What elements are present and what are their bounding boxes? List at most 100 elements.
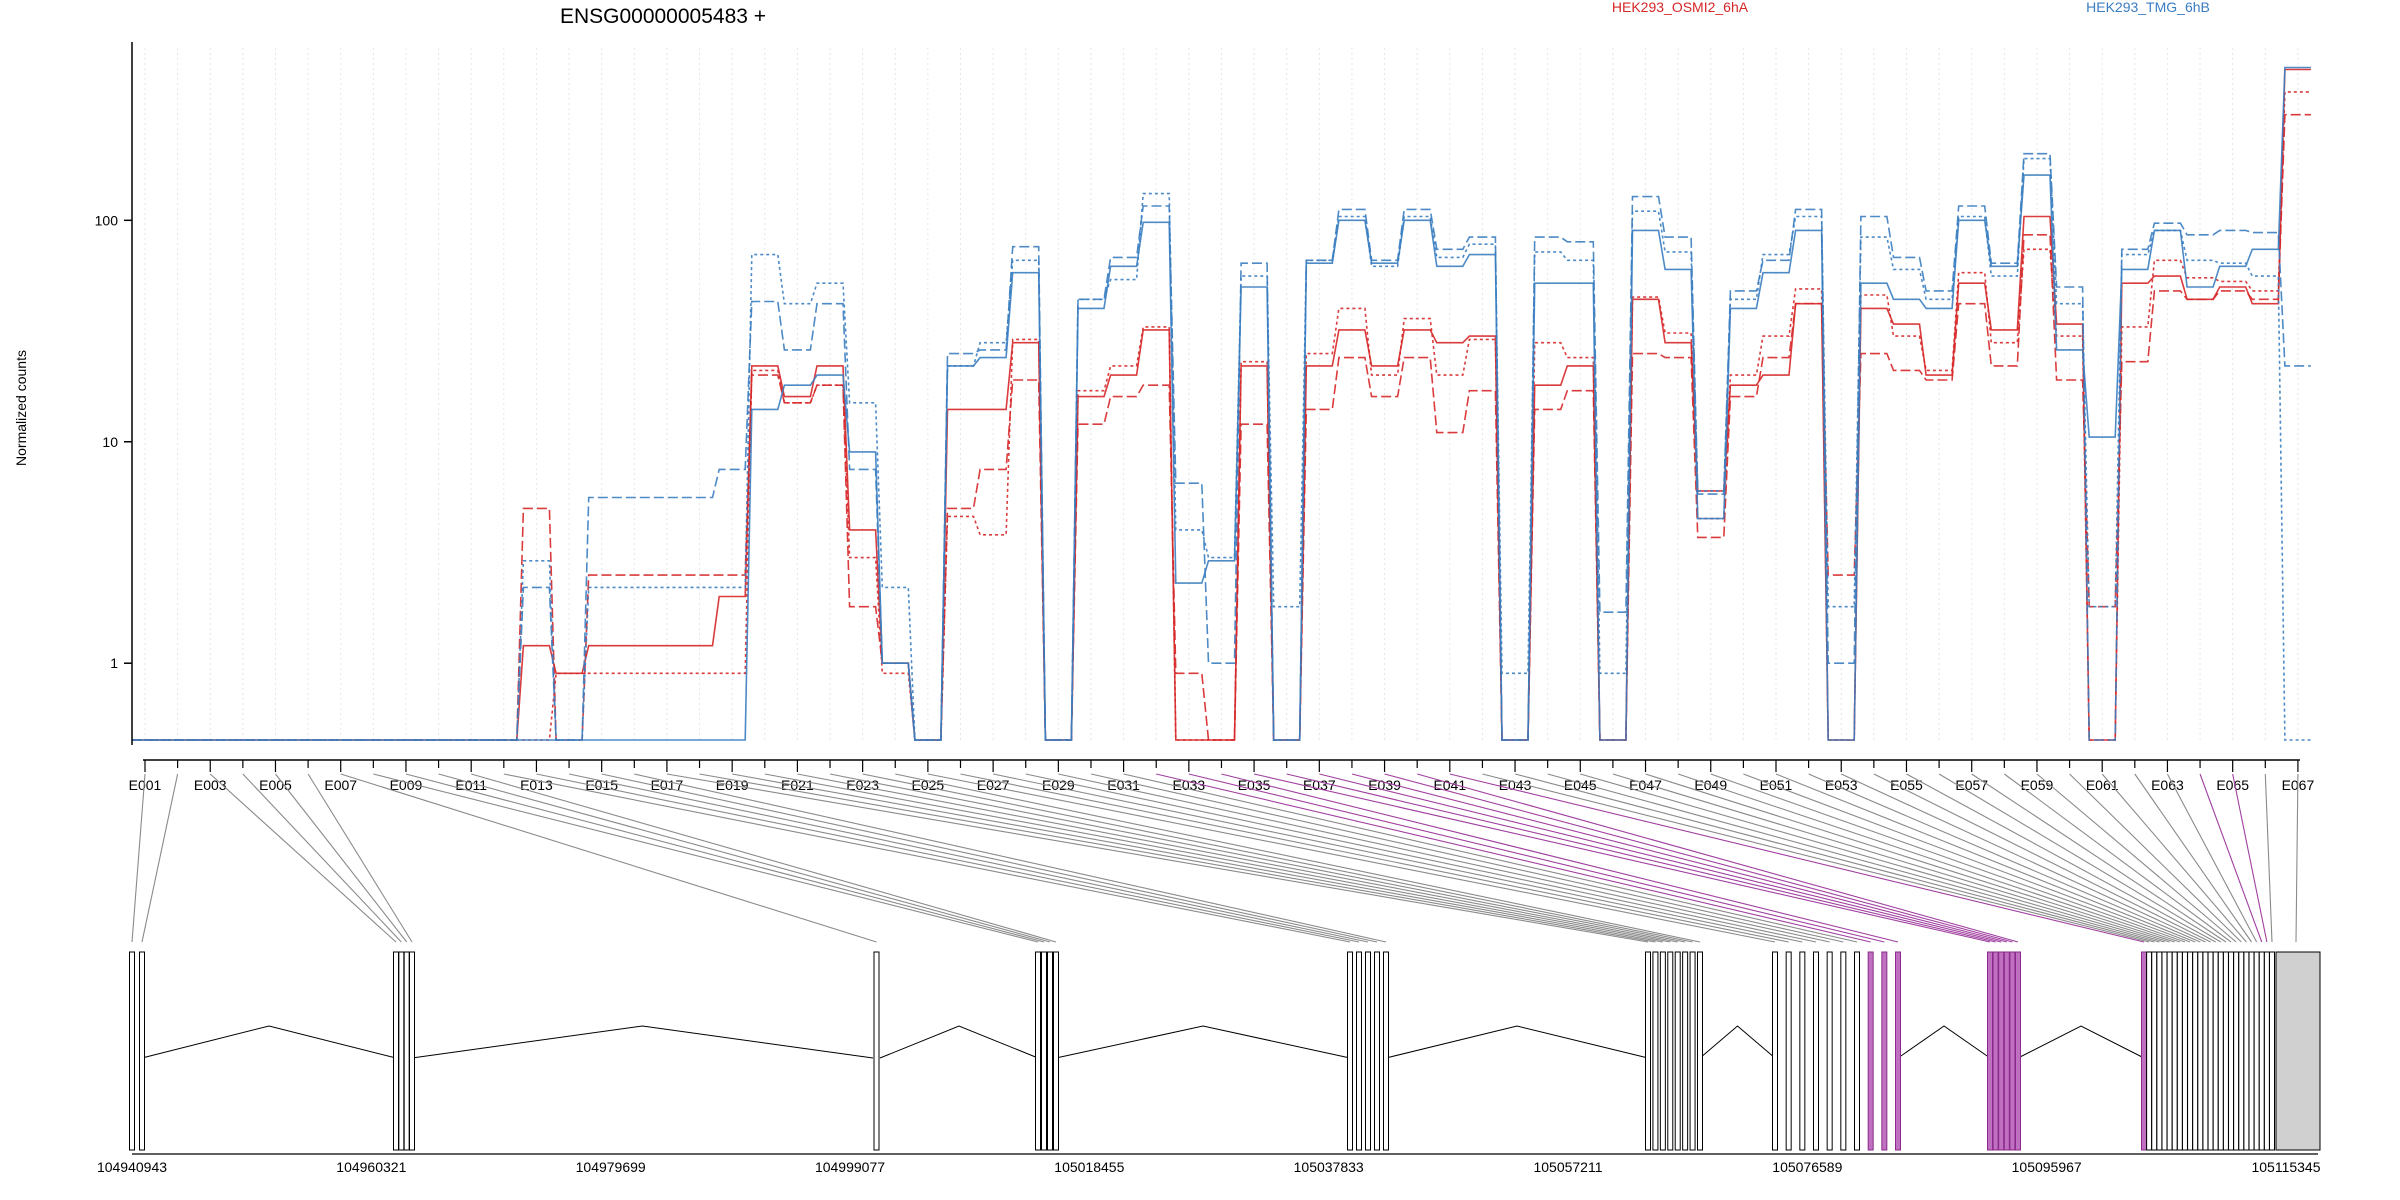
legend-label-tmg: HEK293_TMG_6hB: [2086, 0, 2210, 15]
exon-mapping-lines: [131, 773, 2299, 943]
exon-mapping-line: [471, 773, 1057, 943]
exon-box: [1881, 951, 1888, 1151]
x-tick-label: E001: [129, 777, 162, 793]
y-tick-label: 10: [102, 434, 118, 450]
x-tick-label: E039: [1368, 777, 1401, 793]
exon-box: [2269, 951, 2275, 1151]
exon-mapping-line: [1123, 773, 1858, 943]
genomic-axis-label: 104960321: [336, 1159, 406, 1175]
exon-box: [2181, 951, 2188, 1151]
x-tick-label: E035: [1238, 777, 1271, 793]
exon-box: [2202, 951, 2209, 1151]
exon-box: [139, 951, 145, 1151]
exon-mapping-line: [1547, 773, 2160, 943]
exon-box: [2258, 951, 2265, 1151]
series-line-4: [132, 66, 2311, 741]
exon-mapping-line: [960, 773, 1789, 943]
exon-mapping-line: [1645, 773, 2175, 943]
exon-mapping-line: [1351, 773, 2007, 943]
exon-box: [2228, 951, 2235, 1151]
exon-mapping-line: [1253, 773, 1991, 943]
intron-line: [2017, 1025, 2145, 1059]
genomic-axis-label: 105057211: [1533, 1159, 1602, 1175]
exon-box: [1365, 951, 1371, 1151]
exon-mapping-line: [2166, 773, 2258, 943]
exon-box: [1772, 951, 1778, 1151]
exon-mapping-line: [1906, 773, 2216, 943]
exon-box: [2176, 951, 2183, 1151]
series-line-6: [132, 157, 2311, 741]
x-tick-label: E021: [781, 777, 814, 793]
x-tick-label: E057: [1955, 777, 1988, 793]
y-axis-label: Normalized counts: [13, 350, 29, 466]
exon-mapping-line: [732, 773, 1663, 943]
exon-mapping-line: [1808, 773, 2201, 943]
genomic-axis-label: 105018455: [1054, 1159, 1124, 1175]
exon-box: [1041, 951, 1047, 1151]
exon-box: [2248, 951, 2255, 1151]
exon-mapping-line: [993, 773, 1803, 943]
exon-mapping-line: [1417, 773, 2019, 943]
exon-mapping-line: [209, 773, 397, 943]
x-tick-label: E063: [2151, 777, 2184, 793]
exon-mapping-line: [666, 773, 1649, 943]
exon-box: [2146, 951, 2153, 1151]
exon-mapping-line: [2134, 773, 2252, 943]
exon-box: [1689, 951, 1696, 1151]
exon-box: [1895, 951, 1901, 1151]
intron-line: [411, 1025, 874, 1059]
exon-box: [1667, 951, 1674, 1151]
exon-mapping-line: [1580, 773, 2165, 943]
exon-mapping-line: [2004, 773, 2232, 943]
exon-mapping-line: [764, 773, 1671, 943]
exon-mapping-line: [1482, 773, 2150, 943]
exon-box: [1682, 951, 1689, 1151]
exon-mapping-line: [829, 773, 1686, 943]
exon-mapping-line: [536, 773, 1360, 943]
exon-mapping-line: [141, 773, 179, 943]
exon-mapping-line: [1319, 773, 2002, 943]
exon-box: [1840, 951, 1847, 1151]
x-tick-label: E033: [1172, 777, 1205, 793]
genomic-axis-label: 104940943: [97, 1159, 167, 1175]
exon-box: [2217, 951, 2224, 1151]
x-tick-label: E023: [846, 777, 879, 793]
exon-mapping-line: [242, 773, 402, 943]
exon-mapping-line: [373, 773, 1039, 943]
exon-box: [2275, 951, 2321, 1151]
exon-mapping-line: [1775, 773, 2196, 943]
exon-mapping-line: [1449, 773, 2145, 943]
exon-mapping-line: [895, 773, 1701, 943]
exon-mapping-line: [438, 773, 1051, 943]
exon-box: [2197, 951, 2204, 1151]
x-tick-label: E005: [259, 777, 292, 793]
exon-mapping-line: [1286, 773, 1996, 943]
exon-mapping-line: [862, 773, 1693, 943]
exon-box: [2015, 951, 2021, 1151]
exon-box: [1652, 951, 1659, 1151]
exon-mapping-line: [568, 773, 1369, 943]
genomic-axis-label: 104999077: [815, 1159, 885, 1175]
exon-mapping-line: [131, 773, 146, 943]
x-tick-label: E017: [651, 777, 684, 793]
exon-box: [2212, 951, 2219, 1151]
exon-mapping-line: [2101, 773, 2247, 943]
exon-mapping-line: [1873, 773, 2211, 943]
exon-mapping-line: [1384, 773, 2013, 943]
exon-mapping-line: [1841, 773, 2206, 943]
series-line-3: [132, 91, 2311, 741]
x-tick-label: E065: [2216, 777, 2249, 793]
exon-box: [1867, 951, 1874, 1151]
exon-box: [1347, 951, 1353, 1151]
exon-box: [1356, 951, 1362, 1151]
x-tick-label: E013: [520, 777, 553, 793]
exon-box: [1998, 951, 2005, 1151]
exon-mapping-line: [1710, 773, 2186, 943]
exon-mapping-line: [1971, 773, 2227, 943]
exon-mapping-line: [2199, 773, 2263, 943]
exon-box: [1785, 951, 1792, 1151]
exon-box: [2151, 951, 2158, 1151]
intron-line: [1055, 1025, 1351, 1059]
exon-box: [1826, 951, 1833, 1151]
